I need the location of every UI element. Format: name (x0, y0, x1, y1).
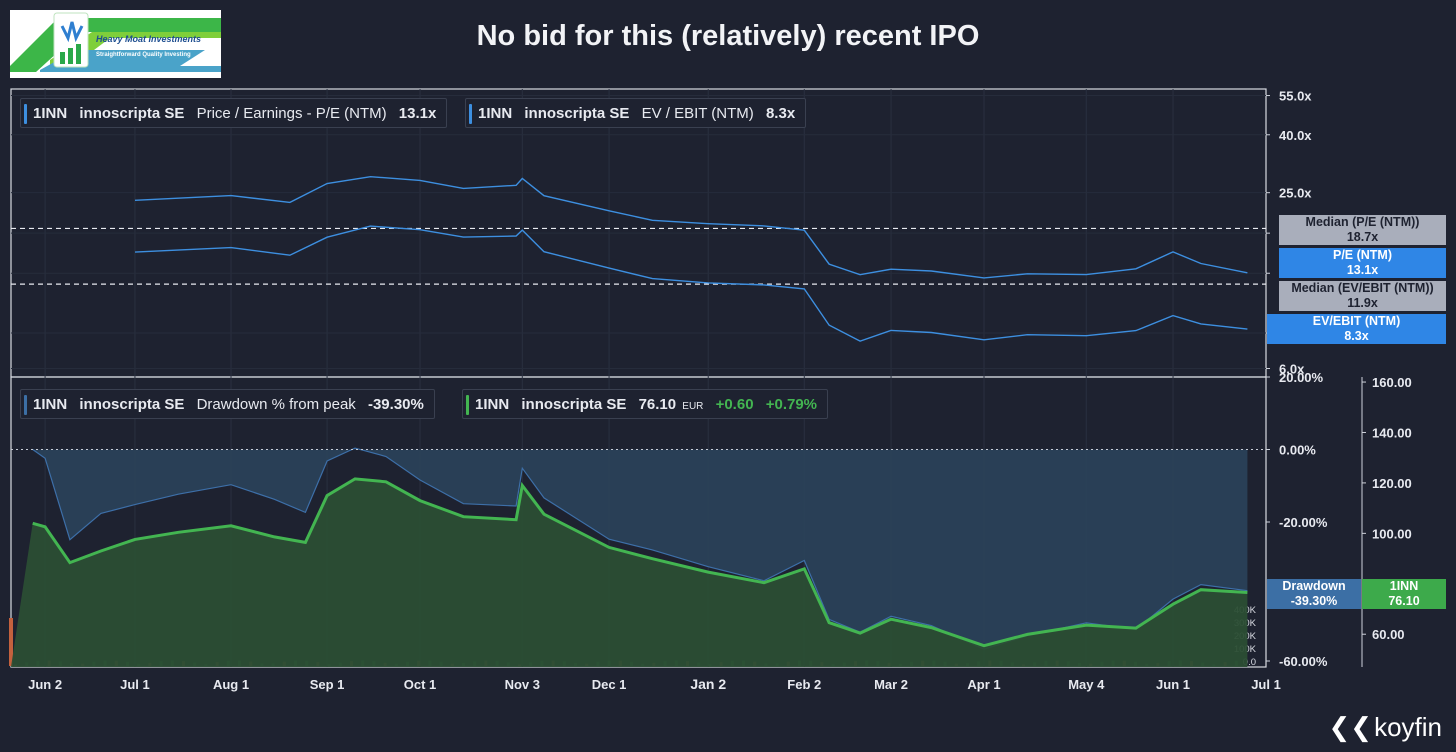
logo: Heavy Moat Investments Straightforward Q… (10, 10, 221, 78)
koyfin-icon: ❮❮ (1328, 712, 1373, 742)
volume-bar (9, 618, 13, 666)
legend-pe: 1INN innoscripta SE Price / Earnings - P… (20, 98, 448, 128)
logo-tagline: Straightforward Quality Investing (96, 52, 191, 58)
legend-price: 1INN innoscripta SE 76.10 EUR +0.60 +0.7… (462, 389, 829, 419)
x-tick-label: Jul 1 (120, 677, 150, 692)
legend-drawdown-swatch (24, 395, 27, 415)
x-tick-label: Aug 1 (213, 677, 249, 692)
drawdown-tag-label: Drawdown (1282, 579, 1346, 593)
price-y-tick-label: 100.00 (1372, 526, 1412, 541)
legend-pe-name: innoscripta SE (79, 105, 185, 122)
legend-pe-ticker: 1INN (33, 105, 68, 122)
legend-ev: 1INN innoscripta SE EV / EBIT (NTM) 8.3x (465, 98, 807, 128)
legend-price-name: innoscripta SE (521, 396, 627, 413)
legend-price-ticker: 1INN (475, 396, 510, 413)
x-tick-label: Jun 1 (1156, 677, 1190, 692)
legend-price-currency: EUR (682, 401, 704, 412)
x-tick-label: Nov 3 (505, 677, 540, 692)
legend-pe-metric: Price / Earnings - P/E (NTM) (196, 105, 387, 122)
top-y-tick-label: 55.0x (1279, 89, 1312, 104)
legend-drawdown-name: innoscripta SE (79, 396, 185, 413)
legend-drawdown: 1INN innoscripta SE Drawdown % from peak… (20, 389, 435, 419)
legend-price-change: +0.60 (715, 396, 754, 413)
median-ev-tag-value: 11.9x (1347, 296, 1378, 310)
price-tag-label: 1INN (1389, 579, 1419, 593)
legend-ev-value: 8.3x (765, 105, 796, 122)
logo-graphic (10, 12, 221, 72)
price-y-tick-label: 160.00 (1372, 375, 1412, 390)
top-y-tick-label: 40.0x (1279, 128, 1312, 143)
legend-pe-swatch (24, 104, 27, 124)
pe-series-line (134, 175, 1248, 279)
x-tick-label: Jan 2 (690, 676, 726, 692)
legend-price-value: 76.10 (638, 396, 677, 413)
page-title: No bid for this (relatively) recent IPO (476, 20, 980, 52)
legend-pe-value: 13.1x (398, 105, 437, 122)
x-tick-label: Jun 2 (28, 677, 62, 692)
x-tick-label: Mar 2 (874, 677, 908, 692)
brand-name: koyfin (1374, 712, 1442, 742)
legend-price-swatch (466, 395, 469, 415)
legend-ev-swatch (469, 104, 472, 124)
legend-drawdown-value: -39.30% (367, 396, 424, 413)
legend-ev-metric: EV / EBIT (NTM) (641, 105, 754, 122)
top-y-tick-label: 6.0x (1279, 362, 1305, 377)
legend-ev-ticker: 1INN (478, 105, 513, 122)
drawdown-area (11, 448, 1248, 650)
drawdown-y-tick-label: 0.00% (1279, 443, 1316, 458)
x-tick-label: Dec 1 (592, 677, 627, 692)
price-line (32, 477, 1248, 648)
x-tick-label: Sep 1 (310, 677, 345, 692)
brand-logo: ❮❮koyfin (1329, 712, 1443, 743)
median-pe-tag-label: Median (P/E (NTM)) (1305, 215, 1420, 229)
x-tick-label: May 4 (1068, 677, 1105, 692)
x-tick-label: Oct 1 (404, 677, 437, 692)
median-pe-tag: Median (P/E (NTM)) 18.7x (1279, 215, 1446, 245)
price-area (11, 478, 1248, 667)
price-y-tick-label: 60.00 (1372, 627, 1405, 642)
ev-tag: EV/EBIT (NTM) 8.3x (1267, 314, 1446, 344)
pe-tag: P/E (NTM) 13.1x (1279, 248, 1446, 278)
pe-tag-label: P/E (NTM) (1332, 248, 1393, 262)
price-tag-value: 76.10 (1388, 594, 1420, 608)
ev-series-line (134, 225, 1248, 342)
volume-tick-label: 0.0 (1243, 657, 1256, 668)
price-y-tick-label: 120.00 (1372, 476, 1412, 491)
x-tick-label: Feb 2 (787, 677, 821, 692)
ev-tag-label: EV/EBIT (NTM) (1312, 314, 1401, 328)
median-pe-tag-value: 18.7x (1346, 230, 1379, 244)
x-tick-label: Apr 1 (967, 677, 1000, 692)
legend-drawdown-ticker: 1INN (33, 396, 68, 413)
drawdown-tag-value: -39.30% (1290, 594, 1338, 608)
top-y-tick-label: 25.0x (1279, 186, 1312, 201)
price-tag: 1INN 76.10 (1362, 579, 1446, 609)
drawdown-y-tick-label: 20.00% (1279, 370, 1324, 385)
legend-ev-name: innoscripta SE (524, 105, 630, 122)
legend-drawdown-metric: Drawdown % from peak (196, 396, 356, 413)
pe-tag-value: 13.1x (1346, 263, 1379, 277)
median-ev-tag: Median (EV/EBIT (NTM)) 11.9x (1279, 281, 1446, 311)
ev-tag-value: 8.3x (1344, 329, 1369, 343)
drawdown-tag: Drawdown -39.30% (1267, 579, 1361, 609)
logo-name: Heavy Moat Investments (96, 34, 202, 44)
drawdown-y-tick-label: -60.00% (1279, 654, 1328, 669)
x-tick-label: Jul 1 (1251, 677, 1281, 692)
drawdown-y-tick-label: -20.00% (1279, 515, 1328, 530)
median-ev-tag-label: Median (EV/EBIT (NTM)) (1291, 281, 1434, 295)
price-y-tick-label: 140.00 (1372, 425, 1412, 440)
legend-price-change-pct: +0.79% (765, 396, 818, 413)
